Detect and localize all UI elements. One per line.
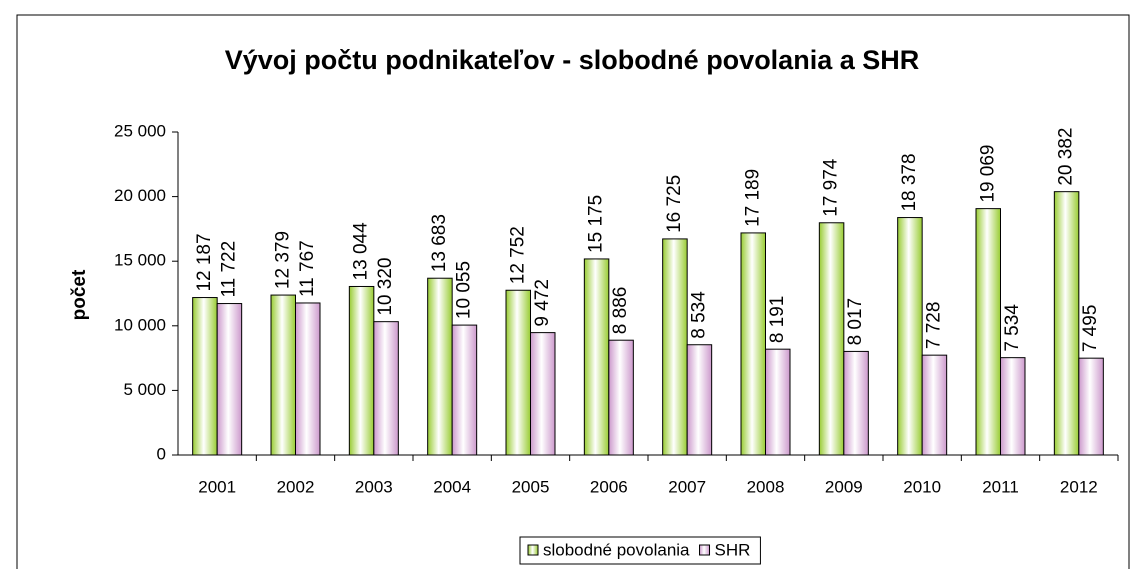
bar	[192, 297, 218, 456]
x-tick-label: 2009	[825, 477, 863, 496]
x-tick-label: 2007	[668, 477, 706, 496]
legend-swatch	[527, 544, 539, 556]
x-tick-label: 2003	[355, 477, 393, 496]
bar	[975, 208, 1001, 456]
data-label: 11 767	[297, 240, 318, 297]
x-tick-label: 2011	[982, 477, 1019, 496]
bar	[427, 277, 453, 456]
x-tick-label: 2004	[433, 477, 471, 496]
bar	[348, 285, 375, 456]
bar	[451, 324, 478, 456]
data-label: 20 382	[1056, 128, 1077, 186]
bar	[662, 238, 688, 456]
chart-frame	[16, 14, 1130, 569]
y-tick-label: 5 000	[123, 380, 166, 399]
data-label: 10 055	[453, 261, 474, 319]
data-label: 7 534	[1002, 304, 1023, 352]
y-tick-label: 25 000	[114, 121, 166, 140]
data-label: 13 683	[429, 214, 450, 272]
data-label: 12 752	[507, 226, 528, 284]
data-label: 17 189	[742, 169, 763, 227]
bar	[373, 321, 399, 456]
data-label: 13 044	[351, 222, 372, 281]
bar	[530, 332, 556, 456]
bar	[583, 258, 610, 456]
x-tick-label: 2002	[277, 477, 315, 496]
bar	[740, 232, 766, 456]
x-tick-label: 2008	[747, 477, 785, 496]
bar	[921, 354, 948, 456]
data-label: 8 191	[767, 296, 788, 344]
bar	[1053, 191, 1080, 456]
data-label: 8 017	[845, 298, 866, 346]
data-label: 15 175	[586, 195, 607, 253]
bar	[216, 303, 243, 456]
y-tick-label: 20 000	[114, 186, 166, 205]
bar	[608, 339, 634, 456]
data-label: 8 886	[610, 287, 631, 335]
legend	[519, 536, 761, 565]
bar	[686, 344, 713, 456]
x-tick-label: 2001	[198, 477, 236, 496]
x-tick-label: 2012	[1060, 477, 1098, 496]
bar	[765, 348, 791, 456]
data-label: 8 534	[688, 291, 709, 339]
y-axis-label: počet	[69, 269, 90, 320]
x-tick-label: 2006	[590, 477, 628, 496]
legend-label: slobodné povolania	[543, 540, 690, 559]
legend-swatch	[699, 544, 711, 556]
bar	[897, 217, 923, 456]
y-tick-label: 10 000	[114, 315, 166, 334]
data-label: 9 472	[532, 279, 553, 327]
data-label: 7 728	[923, 302, 944, 350]
data-label: 17 974	[821, 158, 842, 217]
x-tick-label: 2010	[903, 477, 941, 496]
chart-title: Vývoj počtu podnikateľov - slobodné povo…	[225, 45, 920, 75]
bar	[295, 302, 321, 456]
data-label: 16 725	[664, 175, 685, 233]
data-label: 19 069	[977, 145, 998, 203]
x-tick-label: 2005	[512, 477, 550, 496]
legend-label: SHR	[715, 540, 751, 559]
bar	[270, 294, 296, 456]
bar	[818, 222, 845, 456]
data-label: 10 320	[375, 258, 396, 316]
y-tick-label: 0	[157, 444, 166, 463]
data-label: 18 378	[899, 153, 920, 211]
bar	[1078, 357, 1104, 456]
data-label: 12 379	[272, 231, 293, 289]
bar	[843, 350, 869, 456]
data-label: 7 495	[1080, 305, 1101, 353]
bar	[505, 289, 531, 456]
data-label: 12 187	[194, 233, 215, 291]
data-label: 11 722	[218, 241, 239, 298]
bar	[1000, 357, 1026, 456]
y-tick-label: 15 000	[114, 251, 166, 270]
